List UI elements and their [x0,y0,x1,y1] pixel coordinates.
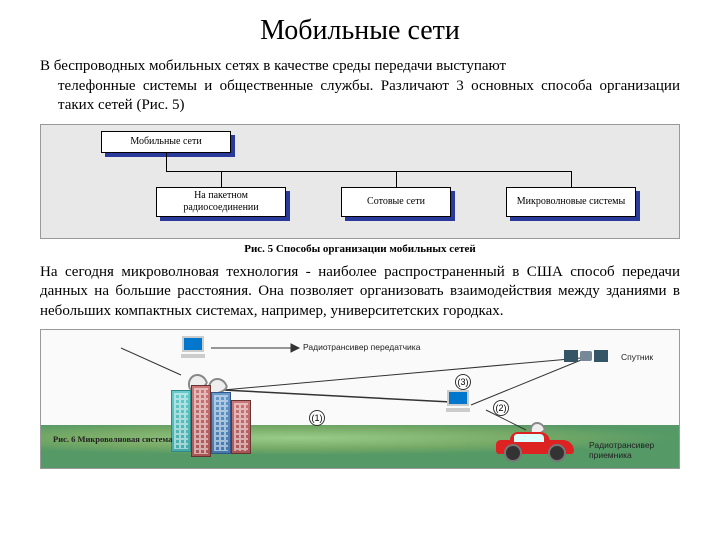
fig6-label-transmitter: Радиотрансивер передатчика [303,342,420,352]
fig5-conn-v0 [166,153,167,171]
fig6-car [496,430,574,458]
fig6-bldg-1 [171,390,191,452]
fig5-conn-h [166,171,571,172]
intro-paragraph: В беспроводных мобильных сетях в качеств… [40,57,680,116]
fig5-conn-v1 [221,171,222,187]
fig6-mark-3: (3) [455,374,471,390]
fig6-label-receiver: Радиотрансивер приемника [589,440,674,460]
fig6-mark-2: (2) [493,400,509,416]
figure-5-caption: Рис. 5 Способы организации мобильных сет… [40,243,680,255]
fig6-pc-mid [446,390,470,410]
fig5-child-2-label: Сотовые сети [367,196,425,208]
fig6-pc-left [181,336,205,356]
fig6-mark-1: (1) [309,410,325,426]
fig6-satellite [566,348,606,364]
page-title: Мобильные сети [40,15,680,47]
figure-5-orgchart: Мобильные сети На пакетном радиосоединен… [40,124,680,239]
intro-line1: В беспроводных мобильных сетях в качеств… [40,58,506,74]
fig5-conn-v3 [571,171,572,187]
intro-line2: телефонные системы и общественные службы… [40,77,680,116]
body-paragraph: На сегодня микроволновая технология - на… [40,263,680,322]
fig5-child-1: На пакетном радиосоединении [156,187,286,217]
fig5-child-3: Микроволновые системы [506,187,636,217]
fig5-root-label: Мобильные сети [130,136,201,148]
fig5-root-node: Мобильные сети [101,131,231,153]
fig6-ground [41,425,679,468]
fig5-child-1-label: На пакетном радиосоединении [161,190,281,213]
fig5-child-2: Сотовые сети [341,187,451,217]
figure-6-diagram: Радиотрансивер передатчика Спутник (3) (… [40,329,680,469]
fig6-label-satellite: Спутник [621,352,653,362]
fig6-bldg-3 [211,392,231,454]
fig5-conn-v2 [396,171,397,187]
fig6-bldg-2 [191,385,211,457]
fig5-child-3-label: Микроволновые системы [517,196,625,208]
fig6-bldg-4 [231,400,251,454]
figure-6-caption: Рис. 6 Микроволновая система [53,434,172,444]
